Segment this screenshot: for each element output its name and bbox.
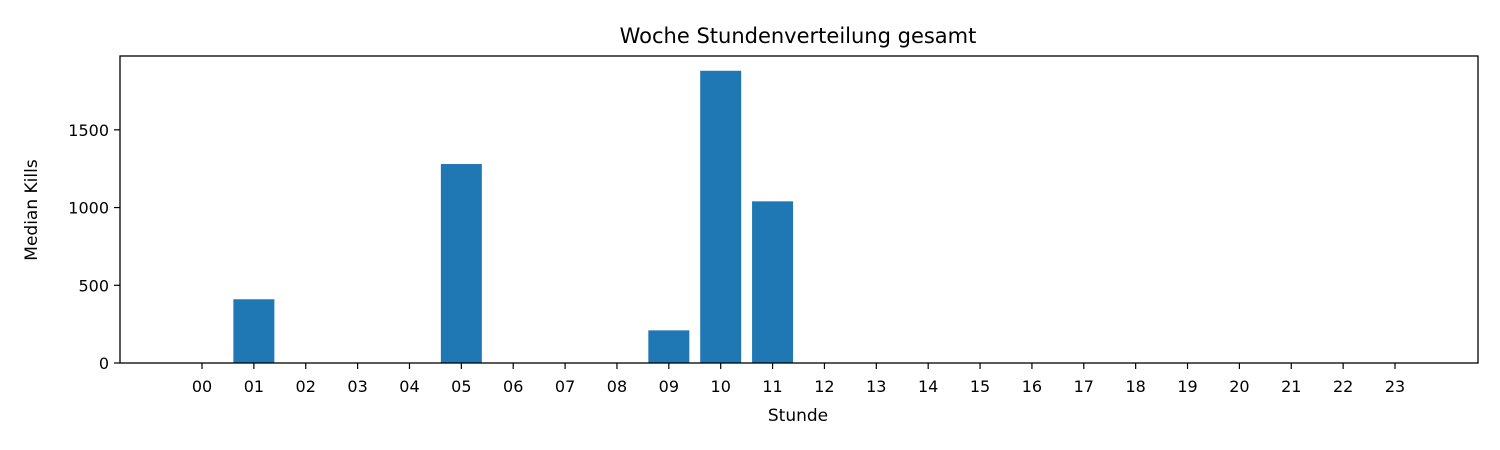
bar-11 [752, 201, 794, 363]
x-tick-label-11: 11 [762, 377, 782, 396]
y-tick-label-500: 500 [78, 276, 109, 295]
y-axis-label: Median Kills [22, 159, 42, 261]
y-axis: 0 500 1000 1500 [68, 121, 120, 373]
x-tick-label-21: 21 [1281, 377, 1301, 396]
x-tick-label-13: 13 [866, 377, 886, 396]
x-tick-label-09: 09 [659, 377, 679, 396]
bars-group [233, 70, 794, 364]
x-tick-label-00: 00 [192, 377, 212, 396]
y-tick-label-1500: 1500 [68, 121, 109, 140]
plot-frame [119, 55, 1479, 364]
bar-05 [440, 164, 482, 363]
x-tick-label-12: 12 [814, 377, 834, 396]
y-tick-label-1000: 1000 [68, 199, 109, 218]
x-tick-label-02: 02 [296, 377, 316, 396]
x-tick-label-15: 15 [970, 377, 990, 396]
chart-title: Woche Stundenverteilung gesamt [620, 24, 977, 48]
x-tick-label-14: 14 [918, 377, 938, 396]
x-tick-label-10: 10 [711, 377, 731, 396]
x-tick-label-01: 01 [244, 377, 264, 396]
x-tick-label-07: 07 [555, 377, 575, 396]
bar-09 [648, 330, 690, 363]
x-tick-label-03: 03 [347, 377, 367, 396]
x-tick-label-20: 20 [1229, 377, 1249, 396]
bar-01 [233, 299, 275, 363]
y-tick-label-0: 0 [99, 354, 109, 373]
bar-10 [700, 70, 742, 364]
x-tick-label-17: 17 [1074, 377, 1094, 396]
x-tick-label-08: 08 [607, 377, 627, 396]
x-tick-label-19: 19 [1177, 377, 1197, 396]
x-tick-label-06: 06 [503, 377, 523, 396]
x-tick-label-04: 04 [399, 377, 419, 396]
x-tick-label-22: 22 [1333, 377, 1353, 396]
x-tick-label-23: 23 [1385, 377, 1405, 396]
x-tick-label-05: 05 [451, 377, 471, 396]
x-axis: 00 01 02 03 04 05 06 07 08 09 10 11 12 13 14 15 16 17 18 19… [192, 363, 1405, 396]
x-axis-label: Stunde [768, 406, 828, 426]
x-tick-label-18: 18 [1125, 377, 1145, 396]
x-tick-label-16: 16 [1022, 377, 1042, 396]
